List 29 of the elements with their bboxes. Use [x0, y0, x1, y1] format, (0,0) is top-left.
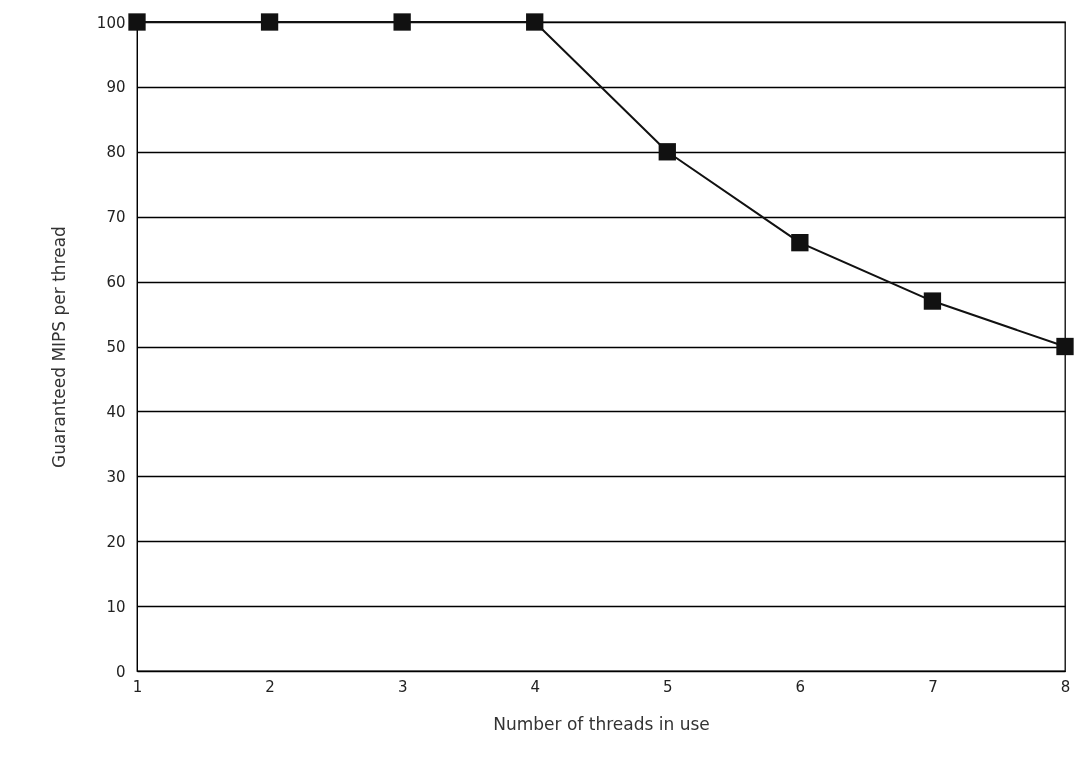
y-tick-label: 20	[106, 532, 126, 551]
point	[1056, 337, 1074, 356]
y-tick-label: 90	[106, 78, 126, 97]
y-tick-label: 70	[106, 208, 126, 227]
y-tick-label: 50	[106, 338, 126, 356]
point	[658, 143, 676, 161]
point	[260, 13, 279, 31]
x-tick-label: 2	[265, 677, 275, 696]
point	[393, 13, 411, 31]
y-tick-label: 0	[115, 662, 126, 681]
point	[526, 13, 544, 31]
y-tick-label: 80	[106, 143, 126, 162]
x-tick-label: 6	[795, 677, 806, 696]
y-tick-label: 40	[106, 402, 126, 421]
x-tick-label: 1	[132, 677, 143, 696]
x-tick-label: 5	[663, 677, 673, 696]
point	[128, 13, 146, 31]
x-tick-label: 3	[397, 677, 408, 696]
y-tick-label: 100	[96, 13, 126, 32]
x-tick-label: 7	[928, 677, 938, 696]
x-tick-label: 4	[530, 677, 540, 696]
x-axis-title: Number of threads in use	[493, 713, 710, 734]
y-tick-label: 10	[106, 597, 126, 616]
x-tick-label: 8	[1060, 677, 1071, 696]
y-tick-label: 30	[106, 467, 126, 486]
point	[791, 234, 809, 252]
y-axis-title: Guaranteed MIPS per thread	[48, 226, 69, 468]
y-tick-label: 60	[106, 273, 126, 292]
point	[923, 292, 942, 310]
